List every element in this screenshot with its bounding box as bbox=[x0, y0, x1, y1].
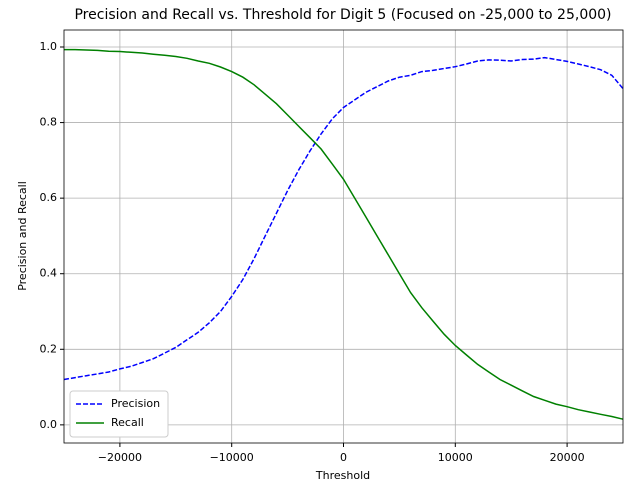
y-axis-label: Precision and Recall bbox=[16, 181, 29, 291]
y-tick-label: 0.2 bbox=[40, 342, 58, 355]
chart-title: Precision and Recall vs. Threshold for D… bbox=[74, 7, 611, 23]
y-tick-label: 0.0 bbox=[40, 418, 58, 431]
y-tick-label: 0.8 bbox=[40, 116, 58, 129]
series-line bbox=[64, 48, 624, 420]
plot-frame bbox=[63, 29, 624, 444]
legend-label: Precision bbox=[111, 397, 160, 410]
x-tick-label: −10000 bbox=[210, 451, 254, 464]
y-tick-label: 0.6 bbox=[40, 191, 58, 204]
y-tick-label: 1.0 bbox=[40, 40, 58, 53]
x-tick-label: 10000 bbox=[438, 451, 473, 464]
x-tick-label: 20000 bbox=[550, 451, 585, 464]
x-tick-label: 0 bbox=[340, 451, 347, 464]
legend-label: Recall bbox=[111, 416, 144, 429]
x-axis-label: Threshold bbox=[315, 469, 370, 482]
y-tick-label: 0.4 bbox=[40, 267, 58, 280]
series-line bbox=[63, 56, 624, 381]
legend-box bbox=[69, 390, 169, 438]
x-tick-label: −20000 bbox=[98, 451, 142, 464]
